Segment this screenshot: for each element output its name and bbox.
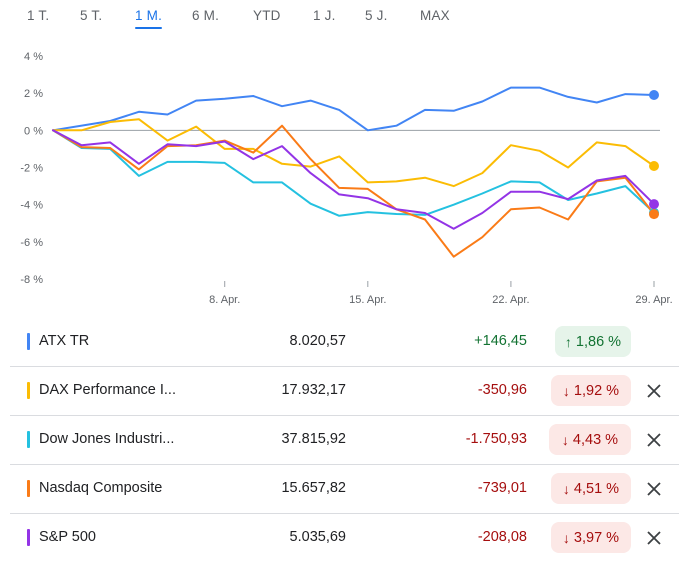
series-line bbox=[52, 86, 655, 132]
instrument-price: 17.932,17 bbox=[281, 382, 346, 398]
series-color-swatch bbox=[27, 333, 30, 350]
percent-change-badge: ↓ 4,43 % bbox=[549, 424, 631, 455]
series-end-markers bbox=[649, 90, 659, 220]
instrument-name: S&P 500 bbox=[39, 529, 96, 545]
percent-change-badge: ↑ 1,86 % bbox=[555, 326, 631, 357]
y-tick-label: 4 % bbox=[24, 51, 43, 63]
instrument-change: -1.750,93 bbox=[465, 431, 527, 447]
instrument-change: -208,08 bbox=[477, 529, 527, 545]
x-tick-label: 15. Apr. bbox=[349, 294, 386, 306]
y-tick-label: -8 % bbox=[20, 274, 43, 286]
series-color-swatch bbox=[27, 431, 30, 448]
series-line bbox=[52, 124, 655, 258]
x-tick-label: 29. Apr. bbox=[635, 294, 672, 306]
instrument-change: -739,01 bbox=[477, 480, 527, 496]
list-item-dax[interactable]: DAX Performance I... 17.932,17 -350,96 ↓… bbox=[10, 366, 679, 416]
close-icon[interactable] bbox=[644, 430, 664, 450]
tab-5-days[interactable]: 5 T. bbox=[80, 8, 103, 23]
list-item-dow-jones[interactable]: Dow Jones Industri... 37.815,92 -1.750,9… bbox=[10, 415, 679, 465]
x-axis: 8. Apr. 15. Apr. 22. Apr. 29. Apr. bbox=[209, 281, 673, 306]
tab-ytd[interactable]: YTD bbox=[253, 8, 281, 23]
series-end-dot bbox=[649, 161, 659, 172]
arrow-icon: ↓ bbox=[562, 382, 570, 399]
y-tick-label: -2 % bbox=[20, 163, 43, 175]
series-lines bbox=[52, 86, 655, 258]
x-tick-label: 8. Apr. bbox=[209, 294, 240, 306]
series-end-dot bbox=[649, 199, 659, 210]
y-axis: 4 % 2 % 0 % -2 % -4 % -6 % -8 % bbox=[20, 51, 660, 286]
tab-max[interactable]: MAX bbox=[420, 8, 450, 23]
instrument-price: 37.815,92 bbox=[281, 431, 346, 447]
instrument-name: Dow Jones Industri... bbox=[39, 431, 175, 447]
arrow-icon: ↑ bbox=[564, 333, 572, 350]
percent-change-badge: ↓ 4,51 % bbox=[551, 473, 631, 504]
instrument-name: Nasdaq Composite bbox=[39, 480, 163, 496]
series-line bbox=[52, 118, 655, 188]
percent-change-badge: ↓ 1,92 % bbox=[551, 375, 631, 406]
instrument-price: 8.020,57 bbox=[289, 333, 346, 349]
series-color-swatch bbox=[27, 382, 30, 399]
tab-1-month[interactable]: 1 M. bbox=[135, 8, 163, 29]
x-tick-label: 22. Apr. bbox=[492, 294, 529, 306]
list-item-atx-tr[interactable]: ATX TR 8.020,57 +146,45 ↑ 1,86 % bbox=[10, 317, 679, 367]
tab-1-day[interactable]: 1 T. bbox=[27, 8, 50, 23]
close-icon[interactable] bbox=[644, 528, 664, 548]
active-tab-indicator bbox=[135, 26, 163, 29]
close-icon[interactable] bbox=[644, 381, 664, 401]
series-line bbox=[52, 129, 655, 230]
series-end-dot bbox=[649, 90, 659, 101]
series-color-swatch bbox=[27, 529, 30, 546]
y-tick-label: -6 % bbox=[20, 237, 43, 249]
list-item-sp-500[interactable]: S&P 500 5.035,69 -208,08 ↓ 3,97 % bbox=[10, 513, 679, 562]
arrow-icon: ↓ bbox=[562, 480, 570, 497]
tab-6-months[interactable]: 6 M. bbox=[192, 8, 220, 23]
series-line bbox=[52, 129, 655, 217]
instrument-name: DAX Performance I... bbox=[39, 382, 176, 398]
y-tick-label: 2 % bbox=[24, 88, 43, 100]
instrument-price: 15.657,82 bbox=[281, 480, 346, 496]
instrument-name: ATX TR bbox=[39, 333, 90, 349]
range-tabs: 1 T. 5 T. 1 M. 6 M. YTD 1 J. 5 J. MAX bbox=[0, 0, 689, 32]
y-tick-label: 0 % bbox=[24, 125, 43, 137]
comparison-line-chart: 4 % 2 % 0 % -2 % -4 % -6 % -8 % 8. Apr. 15. Apr… bbox=[20, 51, 673, 306]
list-item-nasdaq[interactable]: Nasdaq Composite 15.657,82 -739,01 ↓ 4,51… bbox=[10, 464, 679, 514]
percent-change-badge: ↓ 3,97 % bbox=[551, 522, 631, 553]
instrument-change: -350,96 bbox=[477, 382, 527, 398]
arrow-icon: ↓ bbox=[562, 529, 570, 546]
y-tick-label: -4 % bbox=[20, 200, 43, 212]
instrument-price: 5.035,69 bbox=[289, 529, 346, 545]
series-end-dot bbox=[649, 209, 659, 220]
tab-1-year[interactable]: 1 J. bbox=[313, 8, 336, 23]
series-color-swatch bbox=[27, 480, 30, 497]
tab-5-years[interactable]: 5 J. bbox=[365, 8, 388, 23]
arrow-icon: ↓ bbox=[561, 431, 569, 448]
close-icon[interactable] bbox=[644, 479, 664, 499]
instrument-change: +146,45 bbox=[474, 333, 527, 349]
